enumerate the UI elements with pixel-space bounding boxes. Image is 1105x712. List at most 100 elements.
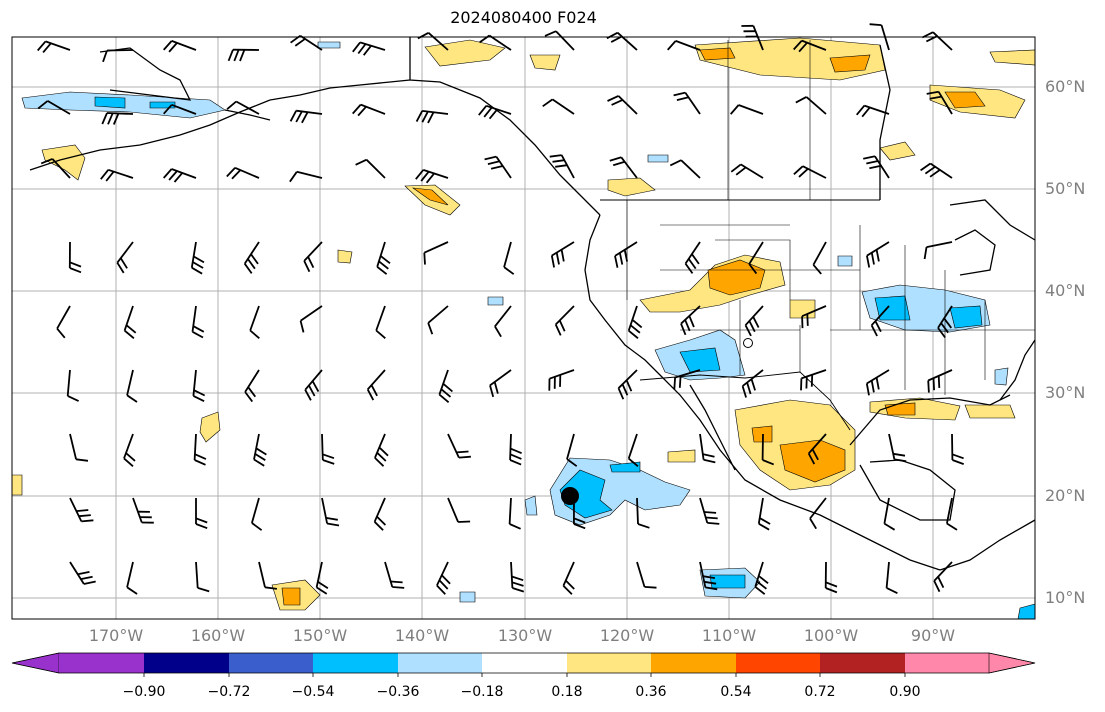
wind-barb-feather xyxy=(565,579,575,590)
wind-barb-feather xyxy=(937,327,946,339)
wind-barb-feather xyxy=(707,522,720,525)
wind-barb-feather xyxy=(488,108,498,120)
colorbar-tick-label: −0.72 xyxy=(207,684,251,700)
wind-barb xyxy=(195,561,199,588)
wind-barb-feather xyxy=(76,509,89,512)
wind-barb xyxy=(757,497,764,524)
wind-barb-feather xyxy=(37,40,47,52)
wind-barb xyxy=(883,497,890,524)
wind-barb-feather xyxy=(37,100,49,110)
wind-barb-feather xyxy=(555,252,560,265)
wind-barb xyxy=(555,30,575,51)
wind-barb xyxy=(123,305,134,331)
wind-barb-feather xyxy=(197,587,210,593)
wind-barb-feather xyxy=(317,581,329,590)
wind-barb-feather xyxy=(126,586,138,595)
wind-barb-feather xyxy=(637,523,650,529)
wind-barb-feather xyxy=(80,575,93,580)
map-title: 2024080400 F024 xyxy=(450,8,597,27)
wind-barb-feather xyxy=(746,382,752,395)
wind-barb xyxy=(258,561,266,588)
wind-barb-feather xyxy=(756,580,767,590)
wind-barb-feather xyxy=(325,517,338,521)
wind-barb xyxy=(300,305,323,322)
wind-barb-feather xyxy=(680,323,687,336)
wind-barb xyxy=(126,369,134,396)
contour-positive xyxy=(199,411,221,443)
wind-barb xyxy=(108,168,134,179)
lon-label: 90°W xyxy=(910,626,956,645)
wind-barb-feather xyxy=(307,256,315,268)
wind-barb xyxy=(888,433,896,460)
wind-barb-feather xyxy=(493,381,499,394)
colorbar-tick-label: −0.54 xyxy=(291,684,335,700)
wind-barb xyxy=(738,104,764,115)
wind-barb xyxy=(494,305,512,327)
map-frame xyxy=(11,36,1036,620)
contour-negative xyxy=(679,347,721,373)
colorbar-bin xyxy=(736,653,820,673)
wind-barb-feather xyxy=(123,457,134,467)
wind-barb-feather xyxy=(193,255,205,264)
wind-barb-feather xyxy=(458,455,471,459)
wind-barb-feather xyxy=(625,379,633,392)
wind-barb xyxy=(926,241,953,248)
wind-barb-feather xyxy=(195,523,208,530)
wind-barb-feather xyxy=(687,258,697,270)
wind-barb-feather xyxy=(77,571,90,576)
contour-negative xyxy=(647,154,669,163)
wind-barb-feather xyxy=(116,262,125,274)
wind-barb-feather xyxy=(684,263,694,274)
wind-barb-feather xyxy=(294,38,306,47)
wind-barb-feather xyxy=(420,171,430,182)
contour-positive xyxy=(884,402,916,416)
wind-barb xyxy=(614,241,638,257)
wind-barb xyxy=(123,433,134,459)
wind-barb-feather xyxy=(758,575,769,585)
wind-barb-feather xyxy=(489,385,495,398)
contour-negative xyxy=(837,255,853,267)
wind-barb-feather xyxy=(316,586,328,595)
wind-barb-feather xyxy=(75,458,89,462)
wind-barb-feather xyxy=(932,378,935,391)
contour-negative xyxy=(709,574,746,589)
wind-barb-feather xyxy=(415,110,423,123)
wind-barb-feather xyxy=(247,386,257,398)
wind-barb-feather xyxy=(67,395,79,402)
wind-barb-feather xyxy=(503,266,515,275)
wind-barb xyxy=(243,241,260,265)
wind-barb-feather xyxy=(631,319,643,329)
wind-barb-feather xyxy=(125,324,137,334)
wind-barb-feather xyxy=(427,322,434,335)
wind-barb-feather xyxy=(247,258,256,270)
wind-barb-feather xyxy=(357,106,367,117)
wind-barb-feather xyxy=(883,522,896,531)
wind-barb-feather xyxy=(619,252,624,265)
wind-barb xyxy=(636,497,639,525)
wind-barb xyxy=(866,241,890,257)
wind-barb-feather xyxy=(951,453,964,460)
wind-barb xyxy=(486,104,512,115)
wind-barb-feather xyxy=(509,523,521,530)
contour-negative xyxy=(487,296,504,306)
wind-barb-feather xyxy=(866,255,871,268)
wind-barb xyxy=(51,158,71,179)
wind-barb xyxy=(296,170,323,179)
contour-positive xyxy=(707,259,766,296)
wind-barb-feather xyxy=(927,380,930,393)
wind-barb-feather xyxy=(253,458,265,467)
contour-positive xyxy=(411,187,449,206)
map-background xyxy=(12,37,1035,619)
wind-barb-feather xyxy=(554,324,562,336)
wind-barb-feather xyxy=(304,389,312,401)
wind-barb xyxy=(864,104,890,115)
wind-barb-feather xyxy=(926,90,939,95)
wind-barb xyxy=(365,159,386,179)
contour-negative xyxy=(317,41,341,49)
wind-barb xyxy=(253,433,260,460)
contour-positive xyxy=(964,404,1016,419)
wind-barb-feather xyxy=(352,41,361,53)
wind-barb-feather xyxy=(825,587,838,594)
wind-barb xyxy=(427,305,449,324)
